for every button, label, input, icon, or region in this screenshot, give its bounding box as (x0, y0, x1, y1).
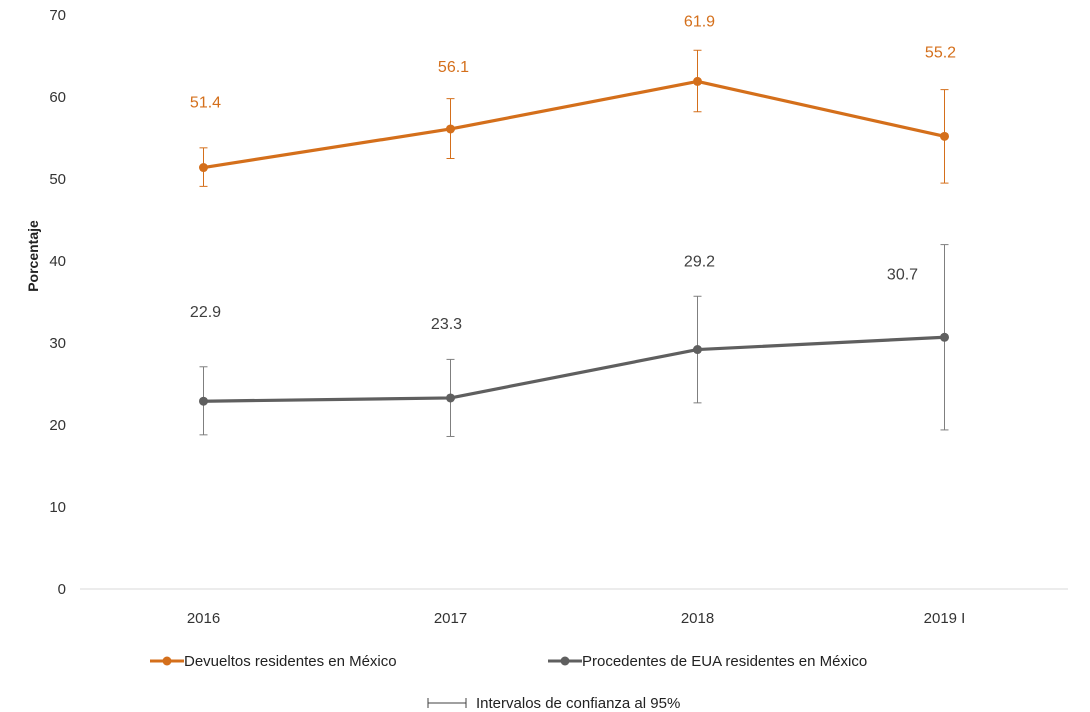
y-tick-label: 20 (49, 417, 66, 434)
data-label: 56.1 (438, 59, 469, 76)
data-label: 61.9 (684, 13, 715, 30)
y-tick-label: 30 (49, 335, 66, 352)
data-point (940, 332, 949, 342)
y-tick-label: 10 (49, 499, 66, 516)
y-tick-label: 0 (58, 581, 66, 598)
data-point (693, 76, 702, 86)
data-label: 29.2 (684, 254, 715, 271)
legend-swatch-marker (162, 656, 172, 666)
legend-entry: Procedentes de EUA residentes en México (582, 653, 867, 670)
legend: Devueltos residentes en México Procedente… (150, 653, 867, 712)
x-tick-label: 2016 (187, 610, 220, 627)
y-tick-label: 70 (49, 7, 66, 24)
data-point (446, 393, 455, 403)
x-axis-ticks: 2016 2017 2018 2019 I (187, 610, 966, 627)
x-tick-label: 2019 I (924, 610, 966, 627)
data-point (199, 163, 208, 173)
series-line (203, 79, 945, 170)
legend-swatch-marker (560, 656, 570, 666)
data-point (940, 131, 949, 141)
legend-entry: Devueltos residentes en México (184, 653, 397, 670)
y-tick-label: 50 (49, 171, 66, 188)
y-tick-label: 40 (49, 253, 66, 270)
data-label: 23.3 (431, 316, 462, 333)
series-lines (199, 76, 949, 406)
x-tick-label: 2017 (434, 610, 467, 627)
data-label: 51.4 (190, 95, 221, 112)
y-axis-label: Porcentaje (25, 220, 41, 292)
series-line (203, 335, 945, 403)
ci-legend-label: Intervalos de confianza al 95% (476, 695, 680, 712)
data-label: 22.9 (190, 304, 221, 321)
data-point (446, 124, 455, 134)
data-point (199, 396, 208, 406)
error-bars (199, 49, 949, 437)
data-label: 30.7 (887, 266, 918, 283)
data-labels: 51.4 56.1 61.9 55.2 22.9 23.3 29.2 30.7 (190, 13, 956, 333)
y-tick-label: 60 (49, 89, 66, 106)
x-tick-label: 2018 (681, 610, 714, 627)
y-axis-ticks: 0 10 20 30 40 50 60 70 (49, 7, 66, 598)
data-point (693, 345, 702, 355)
data-label: 55.2 (925, 44, 956, 61)
